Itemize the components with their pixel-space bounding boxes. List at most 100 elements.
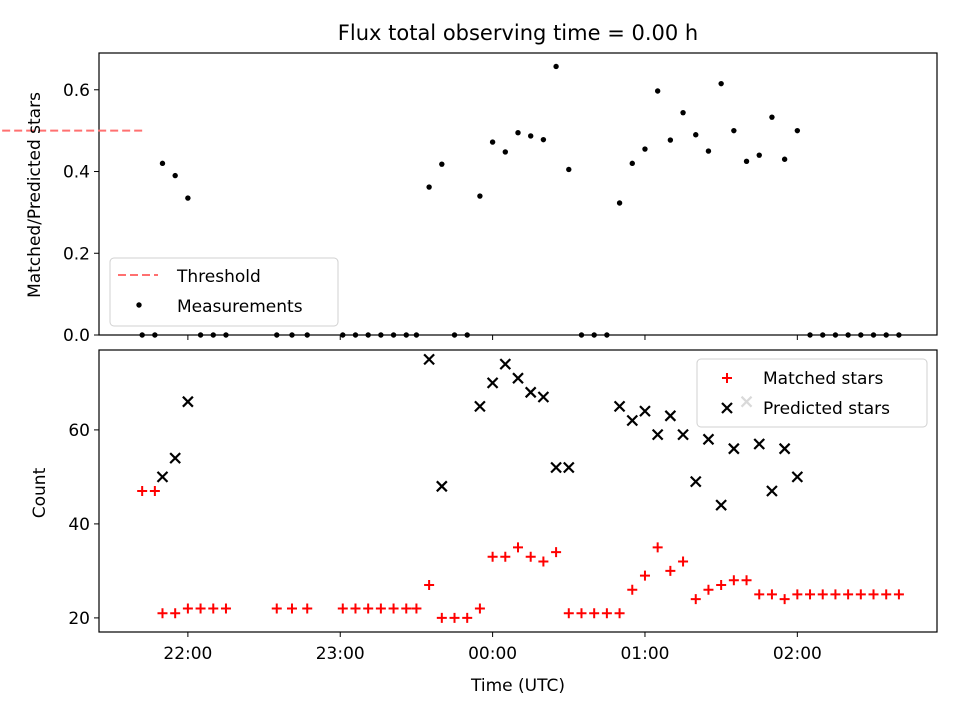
matched-point	[601, 608, 612, 619]
matched-point	[779, 594, 790, 605]
bottom-y-axis-label: Count	[30, 467, 50, 518]
matched-point	[817, 589, 828, 600]
legend-box	[109, 257, 339, 327]
x-tick-label: 22:00	[163, 644, 212, 664]
measurement-point	[731, 127, 737, 134]
matched-point	[525, 551, 536, 562]
predicted-point	[702, 433, 715, 446]
matched-point	[436, 612, 447, 623]
y-tick-label: 0.6	[63, 81, 90, 101]
measurement-point	[616, 200, 623, 206]
measurement-point	[365, 332, 371, 338]
measurement-point	[553, 63, 559, 70]
y-tick-label: 40	[68, 515, 90, 535]
matched-point	[401, 603, 412, 614]
measurement-point	[527, 133, 534, 139]
measurement-point	[718, 80, 724, 87]
measurement-point	[223, 332, 229, 338]
matched-point	[805, 589, 816, 600]
chart-title: Flux total observing time = 0.00 h	[338, 21, 698, 45]
matched-point	[350, 603, 361, 614]
matched-point	[149, 486, 160, 496]
matched-point	[487, 551, 498, 562]
predicted-point	[766, 485, 778, 497]
matched-point	[563, 608, 574, 619]
matched-point	[665, 565, 676, 576]
matched-point	[195, 603, 206, 614]
matched-point	[449, 612, 460, 623]
predicted-point	[613, 400, 626, 413]
measurement-point	[403, 332, 409, 338]
matched-point	[424, 580, 435, 590]
predicted-point	[486, 377, 499, 389]
predicted-point	[626, 414, 639, 427]
predicted-point	[651, 428, 664, 441]
legend-predicted-swatch	[721, 402, 733, 414]
measurement-point	[352, 332, 359, 338]
measurement-point	[807, 332, 813, 338]
legend: Threshold Measurements	[109, 257, 339, 327]
matched-point	[754, 589, 765, 600]
measurement-point	[705, 148, 712, 154]
measurement-point	[502, 149, 509, 155]
matched-point	[388, 603, 399, 614]
predicted-point	[639, 405, 651, 417]
matched-point	[741, 575, 752, 586]
legend: Matched stars Predicted stars	[696, 358, 928, 428]
measurement-point	[845, 332, 851, 338]
measurement-point	[340, 332, 346, 338]
measurement-point	[680, 109, 686, 116]
measurement-point	[413, 332, 420, 338]
measurement-point	[185, 195, 191, 201]
predicted-point	[156, 471, 169, 483]
top-y-axis-label: Matched/Predicted stars	[25, 92, 45, 298]
matched-point	[302, 603, 313, 614]
measurement-point	[304, 332, 310, 338]
measurement-point	[159, 160, 166, 167]
measurement-point	[794, 127, 801, 134]
measurement-point	[451, 332, 458, 338]
matched-point	[208, 603, 219, 614]
matched-point	[137, 486, 148, 496]
measurement-point	[642, 146, 648, 152]
measurement-point	[578, 332, 585, 338]
matched-point	[716, 580, 727, 590]
matched-point	[271, 603, 282, 614]
predicted-point	[550, 461, 562, 474]
matched-point	[589, 608, 600, 619]
measurement-point	[654, 88, 661, 94]
measurement-point	[172, 172, 178, 179]
measurement-point	[210, 332, 216, 338]
matched-point	[375, 603, 386, 614]
predicted-point	[677, 428, 689, 441]
matched-point	[881, 589, 892, 600]
measurement-point	[489, 139, 496, 145]
matched-point	[157, 608, 168, 619]
x-tick-label: 02:00	[773, 644, 822, 664]
legend-threshold-label: Threshold	[176, 267, 261, 287]
predicted-point	[791, 471, 804, 483]
measurement-point	[464, 332, 470, 338]
matched-point	[678, 556, 689, 567]
predicted-point	[499, 358, 512, 370]
legend-matched-label: Matched stars	[763, 369, 883, 389]
measurement-point	[820, 332, 826, 338]
matched-point	[513, 542, 523, 553]
measurement-point	[870, 332, 877, 338]
matched-point	[462, 612, 473, 623]
measurement-point	[439, 161, 445, 167]
measurement-point	[378, 332, 384, 338]
predicted-point	[537, 391, 550, 403]
measurement-point	[591, 332, 597, 338]
predicted-point	[753, 438, 766, 450]
measurement-point	[858, 332, 864, 338]
predicted-point	[423, 353, 435, 366]
legend-measurements-label: Measurements	[177, 297, 303, 317]
matched-point	[411, 603, 422, 614]
x-tick-label: 01:00	[620, 644, 669, 664]
matched-point	[893, 589, 904, 600]
measurement-point	[515, 129, 521, 136]
predicted-point	[524, 386, 537, 399]
predicted-point	[778, 442, 791, 455]
